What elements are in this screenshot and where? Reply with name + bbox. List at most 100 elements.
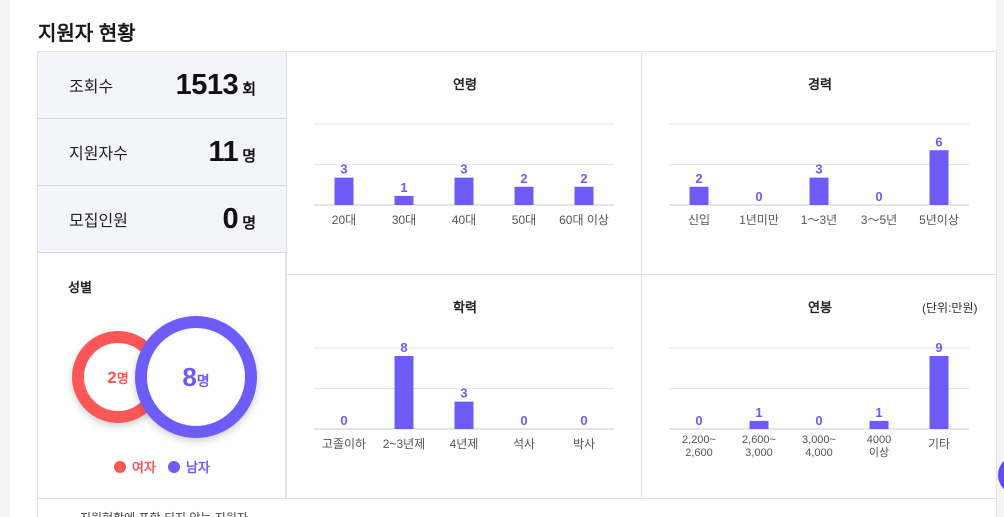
- bar-value-label: 1: [875, 405, 882, 420]
- male-legend-dot: [168, 461, 180, 473]
- career-chart-title: 경력: [808, 77, 832, 92]
- category-label: 2~3년제: [383, 437, 425, 451]
- bar: [334, 177, 354, 205]
- category-label: 20대: [332, 213, 356, 227]
- bar: [689, 186, 709, 205]
- category-label: 4년제: [450, 437, 479, 451]
- bar-value-label: 6: [935, 134, 942, 149]
- bar-charts: 3 20대 1 30대 3 40대 2 50대 2 60대 이상 2 신입 0 1년미만 3 1～3년 0 3～5…: [314, 123, 969, 459]
- salary-unit-note: (단위:만원): [922, 301, 978, 315]
- stat-label: 모집인원: [69, 213, 128, 230]
- female-legend-label: 여자: [132, 460, 156, 475]
- stat-number: 1513: [175, 68, 239, 101]
- stat-views: 조회수 1513 회: [38, 52, 286, 119]
- category-label: 40대: [452, 213, 476, 227]
- column-divider: [641, 52, 642, 499]
- bar: [809, 177, 829, 205]
- category-label: 50대: [512, 213, 536, 227]
- left-background-strip: [0, 0, 10, 517]
- stat-applicants: 지원자수 11 명: [38, 119, 286, 186]
- category-label: 2,600~: [742, 434, 776, 446]
- gender-bubble-chart: 2명 8명 여자 남자: [72, 316, 257, 475]
- male-bubble: [135, 316, 257, 438]
- right-background-strip: [996, 0, 1004, 517]
- stats-list: 조회수 1513 회 지원자수 11 명 모집인원 0 명: [38, 52, 286, 253]
- education-chart-title: 학력: [453, 300, 477, 315]
- category-label: 기타: [928, 437, 950, 451]
- category-label: 5년이상: [919, 213, 959, 227]
- bar: [394, 195, 414, 205]
- category-label: 석사: [513, 437, 535, 451]
- column-divider: [286, 52, 287, 499]
- female-count: 2: [107, 368, 116, 387]
- bar: [929, 150, 949, 205]
- stat-label: 조회수: [69, 79, 114, 96]
- bar: [454, 401, 474, 429]
- bar: [514, 186, 534, 205]
- category-label: 30대: [392, 213, 416, 227]
- bar-value-label: 0: [520, 413, 527, 428]
- bar-value-label: 0: [875, 189, 882, 204]
- chat-floating-button[interactable]: [998, 455, 1004, 495]
- male-legend-label: 남자: [186, 460, 210, 475]
- category-label: 2,600: [685, 447, 713, 459]
- bar: [394, 356, 414, 429]
- male-count-label: 8명: [182, 362, 209, 392]
- bar-value-label: 1: [755, 405, 762, 420]
- stat-number: 11: [208, 135, 239, 168]
- stat-number: 0: [222, 202, 239, 235]
- bar: [749, 420, 769, 429]
- bar-value-label: 2: [580, 171, 587, 186]
- stat-openings: 모집인원 0 명: [38, 186, 286, 253]
- bar-value-label: 0: [695, 413, 702, 428]
- footnote-text: 지원현황에 포함 되지 않는 지원자: [80, 509, 248, 517]
- female-count-label: 2명: [107, 368, 128, 387]
- gender-title: 성별: [68, 280, 92, 295]
- bar: [929, 356, 949, 429]
- category-label: 신입: [688, 213, 710, 227]
- female-unit: 명: [117, 371, 129, 386]
- bar-value-label: 9: [935, 340, 942, 355]
- row-divider: [286, 274, 998, 275]
- applicant-status-panel: 조회수 1513 회 지원자수 11 명 모집인원 0 명 성별: [37, 51, 998, 517]
- male-unit: 명: [197, 373, 210, 389]
- bar: [454, 177, 474, 205]
- category-label: 1년미만: [739, 213, 779, 227]
- category-label: 3～5년: [861, 213, 897, 227]
- female-legend-dot: [114, 461, 126, 473]
- bar-value-label: 3: [460, 162, 467, 177]
- bar-value-label: 0: [340, 413, 347, 428]
- category-label: 4,000: [805, 447, 833, 459]
- male-count: 8: [182, 362, 196, 392]
- category-label: 60대 이상: [559, 213, 609, 227]
- stat-unit: 명: [242, 214, 256, 232]
- age-chart-title: 연령: [453, 77, 477, 92]
- bar: [869, 420, 889, 429]
- stat-unit: 회: [242, 80, 256, 98]
- panel-bottom-border: [38, 498, 998, 499]
- bar-value-label: 3: [815, 162, 822, 177]
- category-label: 박사: [573, 437, 595, 451]
- category-label: 4000: [867, 434, 891, 446]
- category-label: 이상: [869, 446, 889, 459]
- bar-value-label: 1: [400, 180, 407, 195]
- stat-value: 11 명: [209, 136, 256, 169]
- category-label: 고졸이하: [322, 437, 366, 451]
- category-label: 3,000: [745, 447, 773, 459]
- category-label: 1～3년: [801, 213, 837, 227]
- stat-value: 0 명: [223, 203, 256, 236]
- bar-value-label: 0: [755, 189, 762, 204]
- bar-value-label: 3: [340, 162, 347, 177]
- bar-value-label: 3: [460, 386, 467, 401]
- bar-value-label: 2: [520, 171, 527, 186]
- category-label: 2,200~: [682, 434, 716, 446]
- gender-section: 성별 2명 8명 여자 남자: [38, 253, 286, 499]
- page-title: 지원자 현황: [38, 23, 136, 45]
- bar-value-label: 2: [695, 171, 702, 186]
- stat-value: 1513 회: [176, 69, 256, 102]
- bar-value-label: 0: [580, 413, 587, 428]
- salary-chart-title: 연봉: [808, 300, 832, 315]
- bar-value-label: 8: [400, 340, 407, 355]
- stat-label: 지원자수: [69, 146, 128, 163]
- stat-unit: 명: [242, 147, 256, 165]
